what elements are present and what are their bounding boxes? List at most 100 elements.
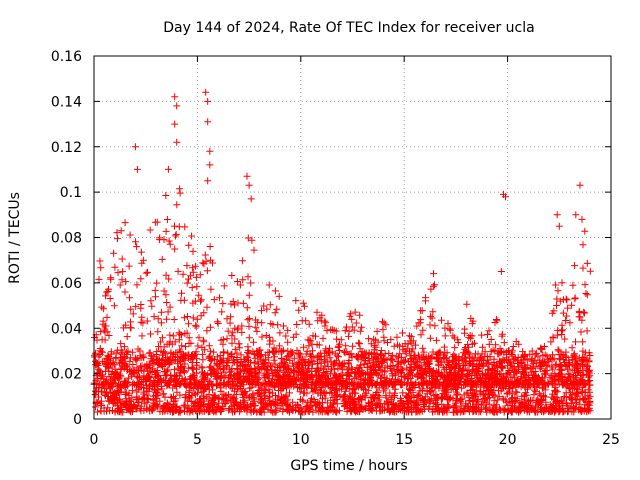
data-point: [443, 404, 451, 412]
data-point: [117, 381, 125, 389]
data-point: [524, 385, 531, 393]
data-point: [206, 243, 214, 250]
data-point: [526, 350, 534, 358]
data-point: [521, 356, 529, 364]
data-point: [218, 308, 226, 316]
data-point: [111, 263, 119, 271]
data-point: [150, 395, 158, 403]
y-tick-label: 0: [73, 412, 82, 428]
data-point: [522, 389, 530, 397]
data-point: [113, 229, 121, 237]
data-point: [429, 375, 437, 382]
data-point: [141, 394, 148, 402]
data-point: [137, 318, 145, 326]
data-point: [226, 319, 234, 327]
data-point: [315, 408, 323, 416]
data-point: [372, 343, 380, 351]
data-point: [483, 371, 491, 379]
data-point: [368, 362, 376, 370]
data-point: [210, 348, 218, 356]
data-point: [438, 316, 445, 324]
data-points: [90, 88, 594, 416]
data-point: [282, 380, 289, 387]
data-point: [166, 331, 174, 339]
data-point: [100, 305, 108, 313]
data-point: [244, 375, 252, 383]
data-point: [554, 346, 562, 354]
data-point: [468, 392, 476, 400]
data-point: [417, 396, 425, 404]
data-point: [582, 365, 590, 373]
data-point: [459, 371, 467, 379]
data-point: [412, 401, 420, 409]
data-point: [350, 326, 358, 334]
data-point: [195, 379, 203, 387]
data-point: [313, 308, 321, 316]
data-point: [384, 339, 391, 346]
data-point: [492, 408, 500, 415]
y-tick-label: 0.06: [51, 276, 82, 292]
data-point: [271, 287, 279, 295]
data-point: [551, 381, 559, 389]
data-point: [463, 300, 471, 308]
data-point: [563, 312, 571, 320]
data-point: [457, 398, 464, 406]
data-point: [504, 401, 512, 409]
data-point: [529, 397, 537, 404]
data-point: [586, 399, 594, 407]
data-point: [231, 345, 239, 353]
data-point: [453, 361, 460, 369]
data-point: [328, 389, 336, 397]
data-point: [512, 388, 520, 396]
data-point: [513, 380, 521, 388]
data-point: [244, 316, 252, 324]
data-point: [186, 408, 194, 416]
data-point: [197, 296, 205, 304]
data-point: [233, 278, 241, 285]
data-point: [460, 378, 468, 386]
data-point: [188, 232, 196, 240]
data-point: [309, 332, 317, 340]
data-point: [389, 405, 397, 413]
data-point: [244, 273, 252, 281]
data-point: [355, 364, 363, 372]
data-point: [302, 403, 310, 410]
data-point: [200, 381, 208, 389]
data-point: [302, 317, 310, 325]
data-point: [133, 281, 141, 289]
data-point: [444, 378, 452, 386]
data-point: [278, 354, 286, 362]
data-point: [586, 352, 594, 359]
data-point: [497, 377, 505, 385]
data-point: [262, 402, 269, 410]
data-point: [581, 281, 589, 289]
data-point: [123, 404, 130, 411]
data-point: [546, 374, 554, 382]
data-point: [188, 363, 196, 371]
data-point: [357, 355, 365, 363]
data-point: [245, 291, 253, 299]
data-point: [500, 406, 508, 414]
data-point: [429, 282, 437, 290]
data-point: [551, 398, 559, 406]
data-point: [96, 400, 104, 408]
data-point: [241, 398, 249, 406]
data-point: [487, 336, 495, 343]
data-point: [256, 346, 264, 354]
data-point: [266, 337, 274, 345]
data-point: [302, 350, 310, 358]
data-point: [313, 341, 321, 348]
data-point: [472, 367, 480, 375]
data-point: [272, 379, 280, 387]
data-point: [314, 366, 322, 374]
data-point: [309, 408, 317, 416]
data-point: [390, 381, 398, 389]
data-point: [541, 404, 549, 412]
data-point: [406, 364, 414, 372]
data-point: [194, 398, 202, 406]
data-point: [153, 400, 161, 408]
data-point: [520, 352, 528, 360]
data-point: [514, 406, 522, 414]
data-point: [427, 388, 435, 396]
data-point: [531, 408, 539, 416]
